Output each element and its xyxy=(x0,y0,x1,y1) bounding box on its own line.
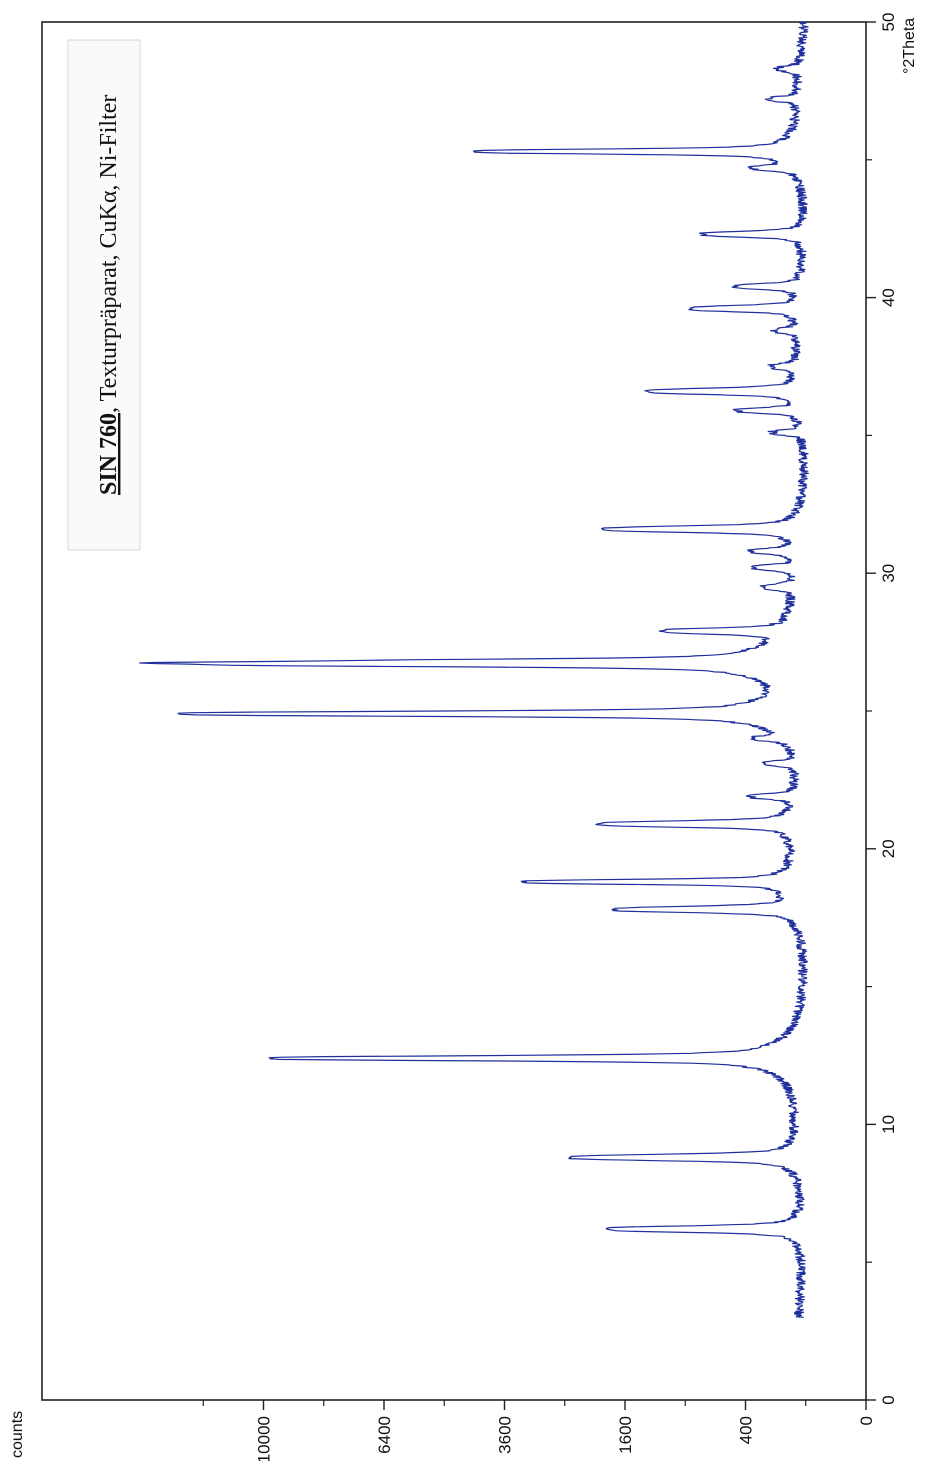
axes: 0 10 20 30 40 50 0 400 1600 3600 6400 10000 xyxy=(202,13,898,1461)
y-tick-label: 400 xyxy=(737,1416,756,1444)
y-tick-label: 0 xyxy=(857,1416,876,1425)
x-tick-label: 10 xyxy=(879,1115,898,1134)
title-sample: SIN 760 xyxy=(96,413,122,495)
y-tick-label: 3600 xyxy=(496,1416,515,1454)
y-tick-label: 1600 xyxy=(616,1416,635,1454)
y-axis-label: counts xyxy=(9,1411,26,1458)
x-tick-label: 40 xyxy=(879,288,898,307)
title-rest: , Texturpräparat, CuKα, Ni-Filter xyxy=(96,95,122,413)
x-axis-label: °2Theta xyxy=(901,18,918,74)
x-tick-label: 0 xyxy=(879,1395,898,1404)
chart-title-text: SIN 760, Texturpräparat, CuKα, Ni-Filter xyxy=(96,95,122,495)
x-tick-label: 20 xyxy=(879,839,898,858)
x-tick-label: 50 xyxy=(879,13,898,32)
diffractogram-line xyxy=(139,21,809,1318)
title-box xyxy=(67,39,141,551)
x-tick-label: 30 xyxy=(879,564,898,583)
y-tick-label: 10000 xyxy=(255,1416,274,1461)
y-tick-label: 6400 xyxy=(375,1416,394,1454)
chart-title: SIN 760, Texturpräparat, CuKα, Ni-Filter xyxy=(67,39,141,551)
